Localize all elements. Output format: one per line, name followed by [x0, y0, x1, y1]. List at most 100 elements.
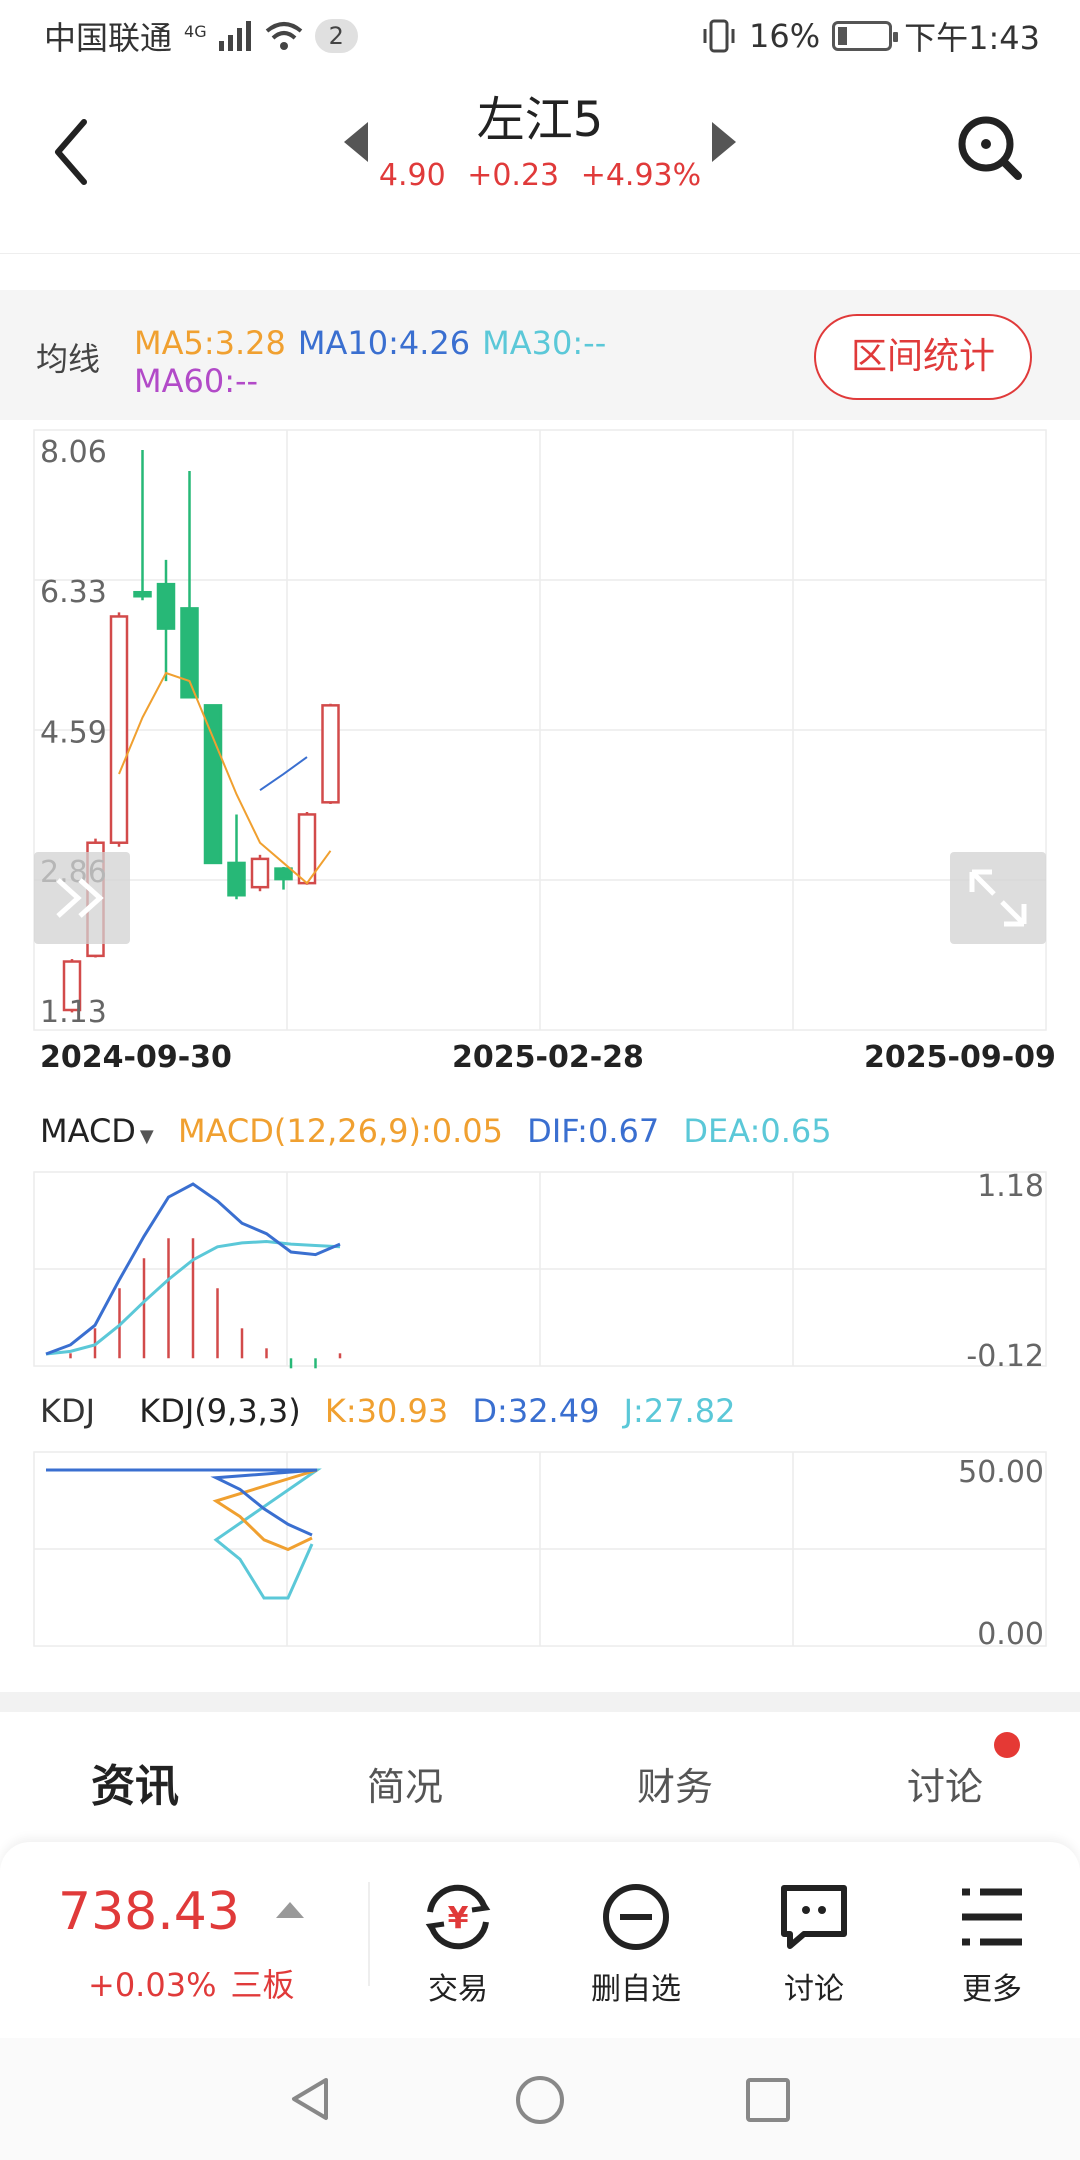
candle-body: [62, 960, 82, 1012]
tab-discussion[interactable]: 讨论: [810, 1712, 1080, 1862]
ma5-value: MA5:3.28: [134, 324, 286, 362]
minus-circle-icon: [603, 1884, 669, 1950]
candle-body: [180, 607, 199, 699]
y-tick-label: 4.59: [40, 715, 107, 750]
discussion-label: 讨论: [784, 1972, 844, 2007]
svg-text:¥: ¥: [448, 1901, 469, 1936]
kdj-header[interactable]: KDJ KDJ(9,3,3) K:30.93 D:32.49 J:27.82: [40, 1392, 749, 1430]
dropdown-icon[interactable]: ▼: [139, 1126, 154, 1147]
section-divider: [0, 1692, 1080, 1712]
y-tick-label: 8.06: [40, 435, 107, 470]
nav-back-icon[interactable]: [286, 2074, 336, 2124]
index-change: +0.03%: [88, 1966, 217, 2004]
stock-title: 左江5: [476, 92, 604, 148]
battery-icon: [832, 21, 899, 51]
more-button[interactable]: 更多: [932, 1882, 1052, 2008]
dif-line: [45, 1182, 341, 1356]
ma5-line: [118, 671, 332, 885]
tab-news[interactable]: 资讯: [91, 1761, 179, 1812]
ma-label: 均线: [36, 340, 101, 378]
candle-body: [109, 615, 129, 844]
back-arrow-icon[interactable]: [44, 112, 104, 192]
battery-percent: 16%: [749, 17, 821, 55]
range-stats-button[interactable]: 区间统计: [814, 314, 1032, 400]
menu-icon: [962, 1888, 1022, 1946]
candle-body: [274, 867, 293, 881]
carrier-label: 中国联通: [44, 19, 173, 57]
current-price: 4.90: [378, 158, 446, 193]
period-tabs: [0, 232, 1080, 254]
ma30-value: MA30:--: [482, 324, 607, 362]
candle-body: [321, 704, 340, 804]
nav-home-icon[interactable]: [514, 2074, 566, 2126]
price-change-pct: +4.93%: [580, 158, 702, 193]
dea-line: [45, 1240, 341, 1356]
macd-dea: DEA:0.65: [683, 1112, 832, 1150]
network-type: 4G: [184, 21, 207, 41]
x-axis-labels: 2024-09-30 2025-02-28 2025-09-09: [0, 1040, 1080, 1090]
x-label: 2025-02-28: [452, 1040, 644, 1075]
next-stock-icon[interactable]: [712, 122, 736, 162]
candle-body: [156, 582, 176, 630]
tab-profile[interactable]: 简况: [366, 1765, 443, 1809]
tab-finance[interactable]: 财务: [636, 1765, 713, 1809]
discussion-button[interactable]: 讨论: [754, 1882, 874, 2008]
unread-dot: [994, 1732, 1020, 1758]
trade-icon: ¥: [425, 1884, 491, 1950]
x-label: 2024-09-30: [40, 1040, 232, 1075]
more-label: 更多: [962, 1972, 1022, 2007]
trade-label: 交易: [428, 1972, 488, 2007]
system-navbar: [0, 2038, 1080, 2160]
macd-y-tick: 1.18: [977, 1169, 1044, 1204]
kdj-d: D:32.49: [472, 1392, 600, 1430]
y-tick-label: 1.13: [40, 995, 107, 1030]
macd-title[interactable]: MACD: [40, 1112, 136, 1150]
kdj-y-tick: 0.00: [977, 1617, 1044, 1652]
quote-line: 4.90 +0.23 +4.93%: [0, 158, 1080, 193]
prev-stock-icon[interactable]: [344, 122, 368, 162]
bottom-action-bar: 738.43 +0.03% 三板 ¥ 交易 删自选 讨论 更多: [0, 1842, 1080, 2038]
wifi-icon: [265, 22, 302, 50]
status-bar: 中国联通 4G 2 16% 下午1:43: [0, 0, 1080, 72]
clock: 下午1:43: [904, 19, 1040, 57]
ma-bar: 均线 MA5:3.28 MA10:4.26 MA30:-- MA60:-- 区间统计: [0, 290, 1080, 420]
ma-values: MA5:3.28 MA10:4.26 MA30:-- MA60:--: [134, 324, 794, 400]
candle-body: [203, 704, 223, 865]
macd-params: MACD(12,26,9):0.05: [177, 1112, 503, 1150]
j-line: [46, 1468, 322, 1600]
ma10-line: [259, 756, 308, 792]
k-line: [46, 1468, 318, 1552]
fullscreen-button[interactable]: [950, 852, 1046, 944]
x-label: 2025-09-09: [864, 1040, 1056, 1075]
vibrate-icon: [703, 19, 735, 53]
ma60-value: MA60:--: [134, 362, 259, 400]
macd-dif: DIF:0.67: [527, 1112, 660, 1150]
index-value[interactable]: 738.43: [58, 1882, 240, 1942]
candle-body: [133, 590, 152, 598]
nav-recents-icon[interactable]: [744, 2076, 792, 2124]
ma10-value: MA10:4.26: [297, 324, 471, 362]
double-chevron-right-icon: [56, 878, 104, 918]
macd-header[interactable]: MACD ▼ MACD(12,26,9):0.05 DIF:0.67 DEA:0.…: [40, 1112, 846, 1150]
kdj-title[interactable]: KDJ: [40, 1392, 96, 1430]
remove-watchlist-button[interactable]: 删自选: [576, 1882, 696, 2008]
index-sub: +0.03% 三板: [88, 1960, 308, 2006]
expand-icon: [969, 869, 1027, 927]
notification-badge: 2: [314, 19, 358, 53]
trade-button[interactable]: ¥ 交易: [398, 1882, 518, 2008]
candle-body: [227, 861, 246, 897]
candle-body: [250, 857, 270, 889]
kdj-k: K:30.93: [324, 1392, 449, 1430]
expand-up-icon[interactable]: [276, 1902, 304, 1918]
kdj-j: J:27.82: [623, 1392, 736, 1430]
signal-icon: [218, 21, 251, 51]
y-tick-label: 6.33: [40, 575, 107, 610]
remove-watchlist-label: 删自选: [591, 1972, 681, 2007]
board-label: 三板: [230, 1966, 295, 2004]
candle-body: [297, 813, 317, 885]
search-icon[interactable]: [950, 108, 1030, 188]
collapse-panel-button[interactable]: [34, 852, 130, 944]
chat-icon: [781, 1885, 847, 1949]
info-tabs: 资讯 简况 财务 讨论: [0, 1712, 1080, 1862]
